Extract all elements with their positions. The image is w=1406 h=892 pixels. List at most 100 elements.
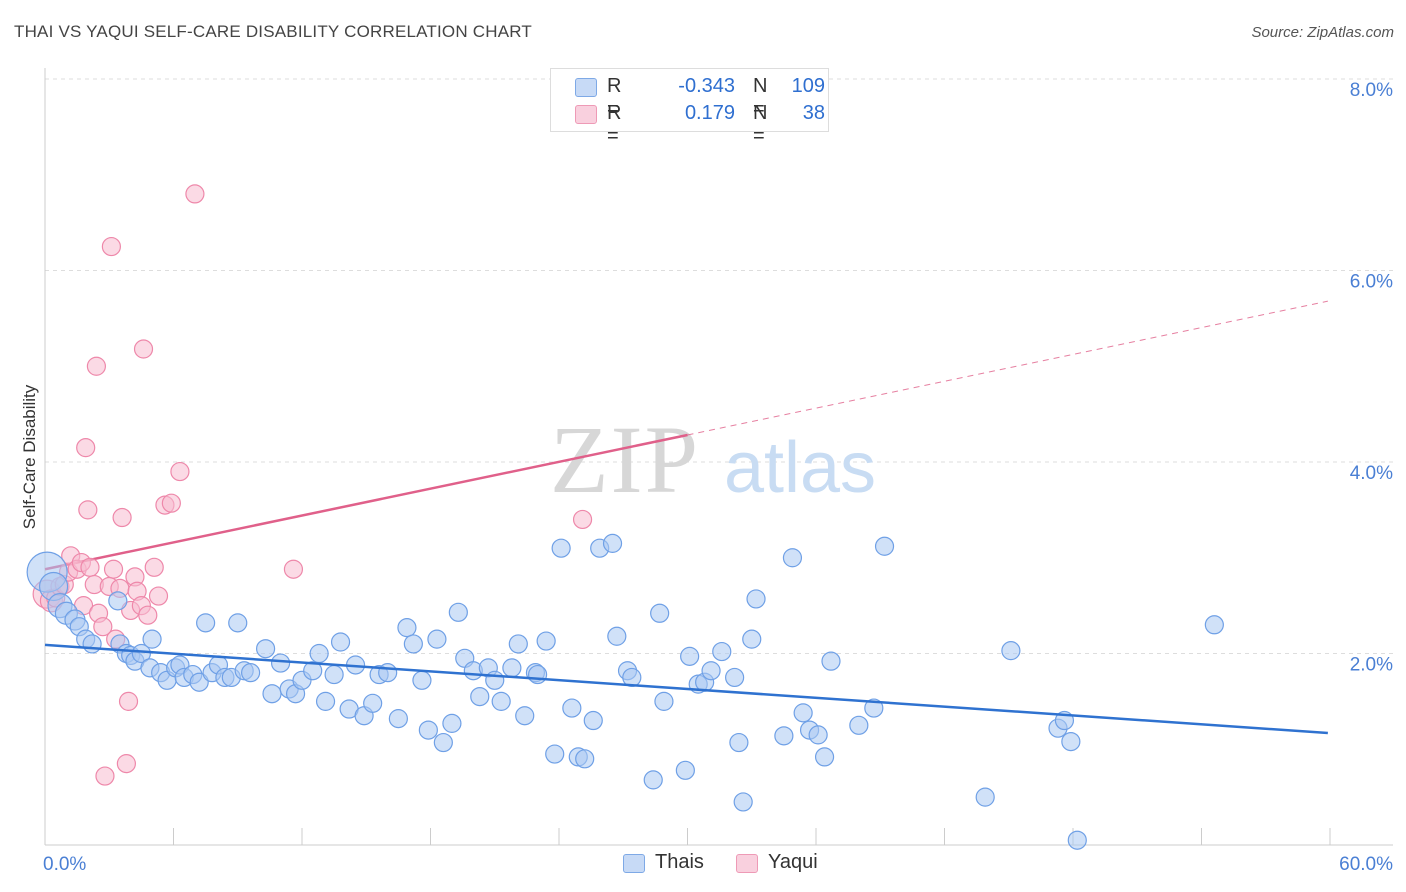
yaqui-point [86,356,107,376]
yaqui-trend-extension [687,300,1328,436]
thais-point [324,664,344,685]
yaqui-point [103,559,124,579]
thais-point [228,613,248,633]
thais-point [515,706,535,726]
y-tick-label: 8.0% [1350,80,1393,101]
yaqui-swatch [575,105,597,124]
thais-point [782,548,803,568]
trend-lines [44,300,1328,571]
thais-point [412,670,432,690]
thais-legend-label: Thais [655,851,704,873]
legend-n-value: 109 [791,75,825,97]
thais-point [622,667,642,688]
legend-r-label: R = [607,75,622,120]
yaqui-point [138,605,158,625]
y-axis-label: Self-Care Disability [20,384,39,529]
thais-point [303,661,323,681]
yaqui-point [101,236,121,257]
thais-point [864,698,884,718]
thais-point [729,732,749,753]
thais-point [262,684,282,704]
yaqui-point [185,184,205,204]
thais-point [131,643,151,664]
thais-point [774,726,794,746]
yaqui-trend-line [44,433,688,571]
yaqui-point [116,754,136,774]
thais-point [388,709,408,729]
yaqui-point [144,557,164,577]
thais-point [602,533,623,553]
legend-r-value: 0.179 [684,102,735,124]
y-tick-label: 6.0% [1350,272,1393,293]
legend-n-label: N = [753,75,768,120]
thais-point [255,639,276,659]
thais-point [485,670,505,690]
grid-lines [45,78,1393,654]
thais-point [82,634,102,654]
thais-point [654,691,674,711]
thais-point [607,626,627,646]
yaqui-point [93,617,113,637]
thais-swatch [575,78,597,97]
thais-point [814,747,835,767]
thais-point [470,686,490,707]
watermark: ZIP atlas [550,406,876,513]
thais-point [742,629,762,649]
yaqui-swatch [736,854,758,873]
thais-point [712,641,732,662]
yaqui-point [572,509,593,530]
thais-point [442,713,462,733]
yaqui-point [80,557,100,577]
thais-point [1061,731,1081,752]
legend: R = -0.343 N = 109 R = 0.179 N = 38 [550,68,829,147]
thais-point [808,725,828,745]
legend-r-value: -0.343 [678,75,735,97]
yaqui-point [148,586,169,606]
thais-point [821,651,841,671]
thais-point [508,634,528,654]
thais-point [427,629,447,649]
thais-point [551,538,571,558]
thais-point [733,792,753,812]
legend-n-value: 38 [802,102,825,124]
thais-point [583,710,603,731]
thais-point [849,715,869,735]
thais-point [363,693,383,713]
thais-point [108,591,128,611]
thais-point [418,720,438,740]
legend-n-label: N = [753,102,768,147]
thais-point [502,658,522,678]
legend-r-label: R = [607,102,622,147]
thais-point [1067,830,1087,850]
watermark-atlas: atlas [724,428,876,508]
y-tick-label: 2.0% [1350,655,1393,676]
yaqui-point [170,461,190,482]
thais-point [378,663,398,683]
yaqui-point [95,766,115,786]
thais-point [975,787,995,807]
thais-point [725,667,745,688]
thais-point [189,672,209,692]
thais-point [527,664,548,685]
thais-point [680,646,700,666]
thais-point [545,744,565,764]
yaqui-point [283,559,304,579]
thais-point [562,698,582,718]
thais-point [309,643,329,664]
yaqui-point [112,507,132,528]
yaqui-point [161,493,181,513]
x-tick-label: 60.0% [1339,854,1393,875]
yaqui-point [118,691,139,711]
thais-point [1001,641,1021,661]
thais-point [575,749,595,769]
thais-point [196,613,216,633]
thais-point [643,770,663,790]
source-label: Source: ZipAtlas.com [1251,24,1394,41]
y-tick-label: 4.0% [1350,463,1393,484]
x-tick-label: 0.0% [43,854,86,875]
thais-point [403,634,423,654]
thais-point [330,632,351,652]
yaqui-point [76,438,96,458]
thais-point [241,663,261,683]
